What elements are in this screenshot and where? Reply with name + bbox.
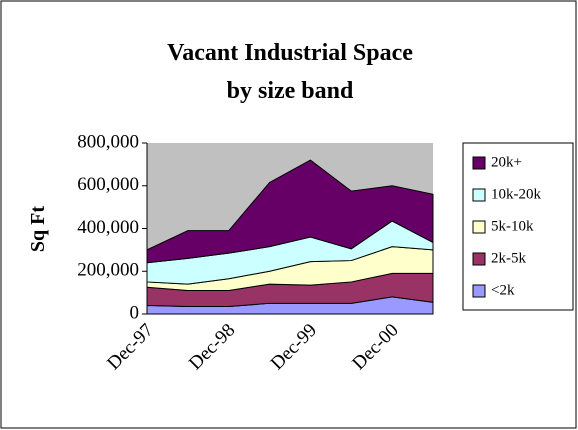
y-tick-label: 800,000 (77, 131, 139, 152)
legend-label: 2k-5k (491, 250, 526, 266)
legend-swatch (472, 284, 486, 298)
area (146, 159, 434, 264)
legend-label: 5k-10k (491, 218, 534, 234)
legend-label: <2k (491, 282, 515, 298)
y-tick-label: 400,000 (77, 217, 139, 238)
legend-swatch (472, 220, 486, 234)
legend-swatch (472, 252, 486, 266)
legend-label: 20k+ (491, 154, 522, 170)
legend-swatch (472, 156, 486, 170)
y-tick-label: 600,000 (77, 174, 139, 195)
y-tick-label: 200,000 (77, 260, 139, 281)
chart-title: by size band (227, 78, 354, 104)
y-axis-label: Sq Ft (27, 206, 49, 252)
chart-title: Vacant Industrial Space (167, 40, 413, 66)
legend-label: 10k-20k (491, 186, 541, 202)
y-tick-label: 0 (130, 302, 140, 323)
legend-swatch (472, 188, 486, 202)
